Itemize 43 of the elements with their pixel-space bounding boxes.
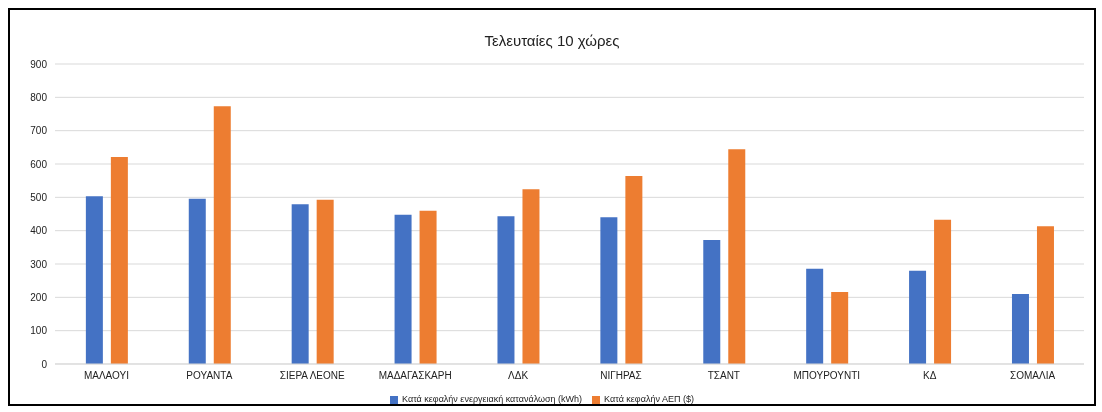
bar [728,149,746,364]
y-tick-label: 200 [30,291,48,303]
bar [419,210,437,364]
bar [394,214,412,364]
y-tick-label: 700 [30,125,48,137]
bar [1036,226,1054,364]
bar [497,216,515,364]
legend-label: Κατά κεφαλήν ενεργειακή κατανάλωση (kWh) [402,394,583,404]
y-tick-label: 600 [30,158,48,170]
x-tick-label: ΣΙΕΡΑ ΛΕΟΝΕ [279,370,346,382]
x-tick-label: ΜΠΟΥΡΟΥΝΤΙ [793,370,861,382]
bar [703,240,721,364]
bar [85,196,103,364]
y-tick-label: 0 [41,358,48,370]
bar [600,217,618,364]
y-tick-label: 500 [30,191,48,203]
y-tick-label: 900 [30,58,48,70]
y-tick-label: 800 [30,91,48,103]
x-tick-label: ΜΑΔΑΓΑΣΚΑΡΗ [378,370,452,382]
y-tick-label: 300 [30,258,48,270]
bar [831,292,849,364]
y-tick-label: 400 [30,225,48,237]
bar [188,198,206,364]
bar [909,270,927,364]
bar [291,204,309,364]
x-tick-label: ΛΔΚ [508,370,529,382]
x-tick-label: ΣΟΜΑΛΙΑ [1010,370,1056,382]
legend-label: Κατά κεφαλήν ΑΕΠ ($) [604,394,694,404]
x-tick-label: ΤΣΑΝΤ [707,370,740,382]
x-tick-label: ΡΟΥΑΝΤΑ [186,370,233,382]
bar [934,219,952,364]
x-tick-label: ΝΙΓΗΡΑΣ [600,370,642,382]
chart-title: Τελευταίες 10 χώρες [483,31,621,51]
bar [213,106,231,364]
bar [806,268,824,364]
bar [522,189,540,364]
y-tick-label: 100 [30,325,48,337]
x-tick-label: ΚΔ [922,370,937,382]
bar [316,199,334,364]
bar [1011,294,1029,364]
bar [625,176,643,364]
bar [110,157,128,364]
x-tick-label: ΜΑΛΑΟΥΙ [83,370,129,382]
